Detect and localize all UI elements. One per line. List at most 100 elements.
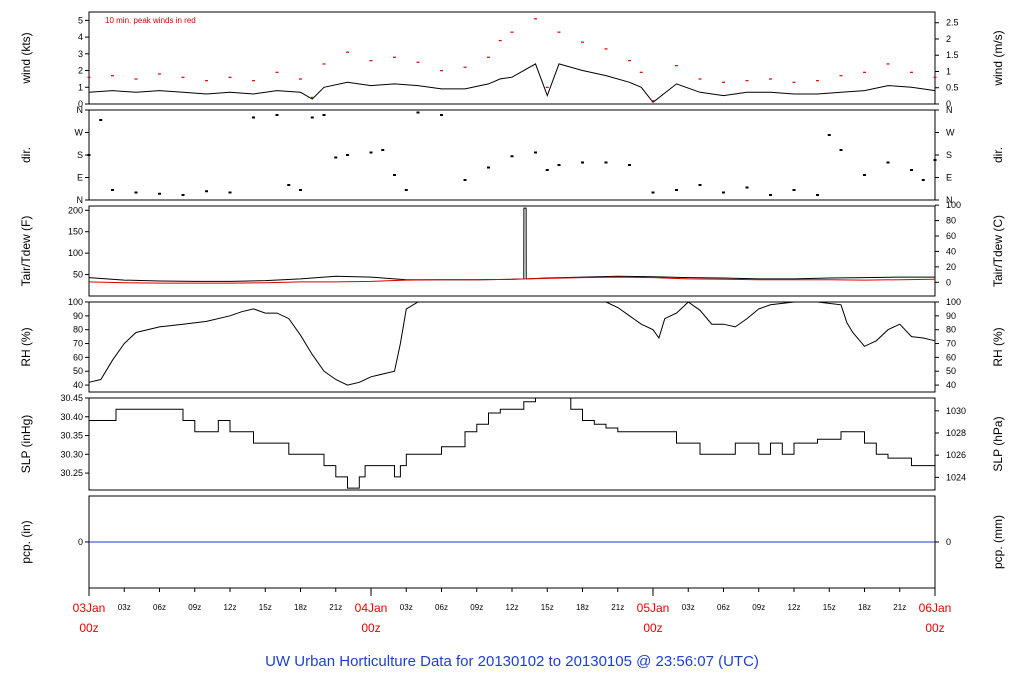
dir-point-12 (310, 116, 314, 119)
dir-point-11 (299, 189, 302, 191)
xtick-time-1: 00z (361, 621, 380, 635)
xtick-label-minor-10: 12z (506, 603, 519, 612)
ylabel-right-slp: SLP (hPa) (991, 416, 1005, 471)
dir-point-38 (816, 194, 819, 196)
xtick-label-minor-18: 15z (823, 603, 836, 612)
ytick-label-right-rh-5: 90 (946, 311, 956, 321)
ytick-label-right-dir-1: E (946, 173, 952, 183)
gust-point-25 (604, 48, 608, 50)
gust-point-7 (252, 80, 255, 82)
ytick-label-left-dir-1: E (77, 173, 83, 183)
ytick-label-right-wind-5: 2.5 (946, 18, 959, 28)
xtick-date-1: 04Jan (355, 601, 388, 615)
ytick-label-right-dir-4: N (946, 105, 953, 115)
dir-point-33 (698, 184, 702, 186)
dir-point-1 (99, 119, 103, 121)
ytick-label-right-pcp-0: 0 (946, 537, 951, 547)
wind-annotation: 10 min. peak winds in red (105, 16, 196, 25)
dir-point-17 (381, 149, 385, 151)
dir-point-40 (839, 149, 843, 151)
gust-point-24 (581, 41, 584, 43)
gust-point-10 (310, 96, 314, 99)
gust-point-11 (322, 63, 326, 65)
series-line-temp-0 (88, 207, 935, 282)
ytick-label-left-rh-1: 50 (73, 366, 83, 376)
gust-point-19 (498, 39, 502, 42)
series-line-wind-0 (88, 63, 936, 104)
ytick-label-left-wind-1: 1 (78, 82, 83, 92)
ylabel-left-wind: wind (kts) (19, 32, 33, 84)
xtick-label-minor-14: 03z (682, 603, 695, 612)
xtick-label-minor-5: 18z (294, 603, 307, 612)
ylabel-left-dir: dir. (19, 147, 33, 163)
gust-point-22 (545, 86, 549, 88)
ytick-label-left-rh-2: 60 (73, 352, 83, 362)
dir-point-34 (722, 191, 725, 194)
series-line-rh-0 (88, 301, 936, 386)
xtick-date-2: 05Jan (637, 601, 670, 615)
xtick-label-minor-2: 09z (188, 603, 201, 612)
ytick-label-left-pcp-0: 0 (78, 537, 83, 547)
dir-point-18 (393, 174, 396, 176)
ytick-label-right-wind-4: 2 (946, 34, 951, 44)
gust-point-27 (639, 71, 643, 73)
dir-point-6 (205, 190, 208, 193)
gust-point-21 (534, 18, 537, 20)
xtick-label-minor-17: 12z (788, 603, 801, 612)
dir-point-35 (745, 186, 749, 189)
ytick-label-right-slp-3: 1030 (946, 406, 966, 416)
dir-point-23 (487, 166, 490, 169)
ytick-label-left-rh-4: 80 (73, 325, 83, 335)
ytick-label-right-rh-6: 100 (946, 297, 961, 307)
dir-point-22 (463, 179, 467, 181)
gust-point-38 (886, 63, 890, 65)
ytick-label-left-wind-4: 4 (78, 32, 83, 42)
gust-point-34 (792, 81, 796, 83)
xtick-label-minor-19: 18z (858, 603, 871, 612)
ytick-label-left-rh-0: 40 (73, 380, 83, 390)
xtick-label-minor-16: 09z (752, 603, 765, 612)
gust-point-40 (933, 76, 937, 78)
gust-point-6 (228, 76, 232, 78)
ytick-label-right-wind-3: 1.5 (946, 50, 959, 60)
xtick-label-minor-1: 06z (153, 603, 166, 612)
panel-frame-temp (88, 205, 936, 297)
xtick-label-minor-7: 03z (400, 603, 413, 612)
series-line-temp-1 (88, 276, 936, 284)
dir-point-25 (534, 151, 537, 154)
xtick-date-3: 06Jan (919, 601, 952, 615)
xtick-label-minor-15: 06z (717, 603, 730, 612)
gust-point-5 (205, 80, 208, 82)
gust-point-23 (557, 31, 561, 33)
ytick-label-left-rh-3: 70 (73, 339, 83, 349)
dir-point-30 (628, 164, 631, 166)
ytick-label-right-slp-2: 1028 (946, 428, 966, 438)
gust-point-9 (299, 78, 302, 80)
dir-point-36 (769, 194, 772, 196)
xtick-label-minor-12: 18z (576, 603, 589, 612)
gust-point-32 (745, 80, 749, 82)
dir-point-37 (792, 189, 796, 191)
ylabel-right-wind: wind (m/s) (991, 30, 1005, 86)
gust-point-39 (910, 71, 913, 73)
dir-point-45 (933, 159, 937, 161)
gust-point-4 (181, 76, 185, 78)
xtick-label-minor-20: 21z (893, 603, 906, 612)
ylabel-right-pcp: pcp. (mm) (991, 515, 1005, 569)
panel-frame-rh (88, 301, 936, 393)
dir-point-31 (651, 191, 655, 194)
dir-point-39 (827, 134, 831, 136)
dir-point-2 (111, 189, 114, 191)
ytick-label-left-slp-1: 30.30 (60, 449, 83, 459)
ytick-label-right-temp-1: 20 (946, 262, 956, 272)
panel-frame-dir (88, 109, 936, 201)
xtick-label-minor-6: 21z (329, 603, 342, 612)
gust-point-20 (510, 31, 514, 33)
dir-point-16 (369, 151, 373, 154)
ytick-label-left-temp-0: 50 (73, 270, 83, 280)
ylabel-right-dir: dir. (991, 147, 1005, 163)
ytick-label-right-slp-0: 1024 (946, 472, 966, 482)
xtick-time-2: 00z (643, 621, 662, 635)
ylabel-left-pcp: pcp. (in) (19, 520, 33, 563)
dir-point-4 (158, 192, 161, 195)
